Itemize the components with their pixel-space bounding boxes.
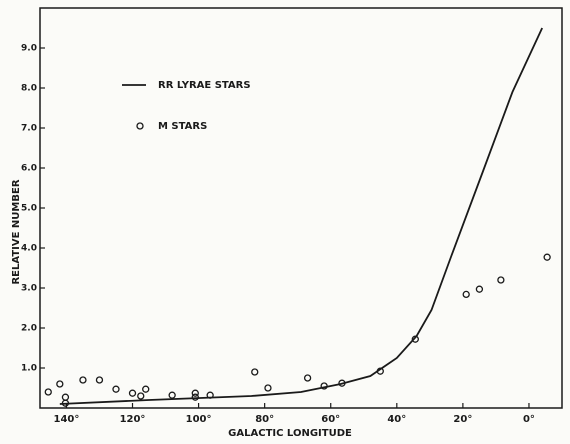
scatter-point: [44, 388, 52, 396]
scatter-point: [191, 389, 199, 397]
scatter-point: [112, 385, 120, 393]
scatter-point: [79, 376, 87, 384]
scatter-point: [497, 276, 505, 284]
y-tick-label: 3.0: [21, 284, 37, 294]
y-tick-label: 6.0: [21, 164, 37, 174]
scatter-point: [320, 382, 328, 390]
x-axis-label: GALACTIC LONGITUDE: [228, 428, 352, 439]
x-tick-label: 100°: [186, 414, 212, 425]
scatter-point: [543, 253, 551, 261]
y-tick-label: 5.0: [21, 204, 37, 214]
y-tick-label: 9.0: [21, 44, 37, 54]
scatter-point: [191, 393, 199, 401]
scatter-point: [376, 367, 384, 375]
y-tick-label: 1.0: [21, 364, 37, 374]
scatter-point: [475, 285, 484, 293]
scatter-point: [61, 399, 70, 407]
x-tick-label: 20°: [453, 414, 472, 425]
line-series: [59, 27, 543, 405]
x-tick-label: 80°: [255, 414, 274, 425]
y-tick-label: 7.0: [21, 124, 37, 134]
scatter-point: [137, 392, 145, 400]
scatter-point: [56, 380, 64, 388]
y-axis-label: RELATIVE NUMBER: [11, 179, 22, 284]
y-tick-label: 2.0: [21, 324, 37, 334]
legend-label: RR LYRAE STARS: [158, 80, 251, 91]
x-tick-label: 40°: [387, 414, 406, 425]
scatter-point: [206, 391, 214, 399]
plot-frame: [39, 7, 563, 409]
scatter-point: [128, 389, 137, 397]
scatter-point: [61, 393, 70, 401]
scatter-point: [338, 379, 346, 387]
x-tick-label: 140°: [53, 414, 79, 425]
scatter-point: [142, 385, 150, 393]
scatter-point: [95, 376, 104, 384]
scatter-point: [251, 368, 259, 376]
legend-marker: [136, 122, 144, 130]
scatter-point: [462, 290, 470, 299]
scatter-point: [264, 384, 272, 392]
y-tick-label: 4.0: [21, 244, 37, 254]
x-tick-label: 60°: [321, 414, 340, 425]
x-tick-label: 0°: [523, 414, 535, 425]
scatter-point: [303, 374, 312, 382]
scatter-point: [411, 335, 419, 343]
x-tick-label: 120°: [120, 414, 146, 425]
scatter-point: [168, 391, 176, 399]
legend-label: M STARS: [158, 121, 207, 132]
y-tick-label: 8.0: [21, 84, 37, 94]
